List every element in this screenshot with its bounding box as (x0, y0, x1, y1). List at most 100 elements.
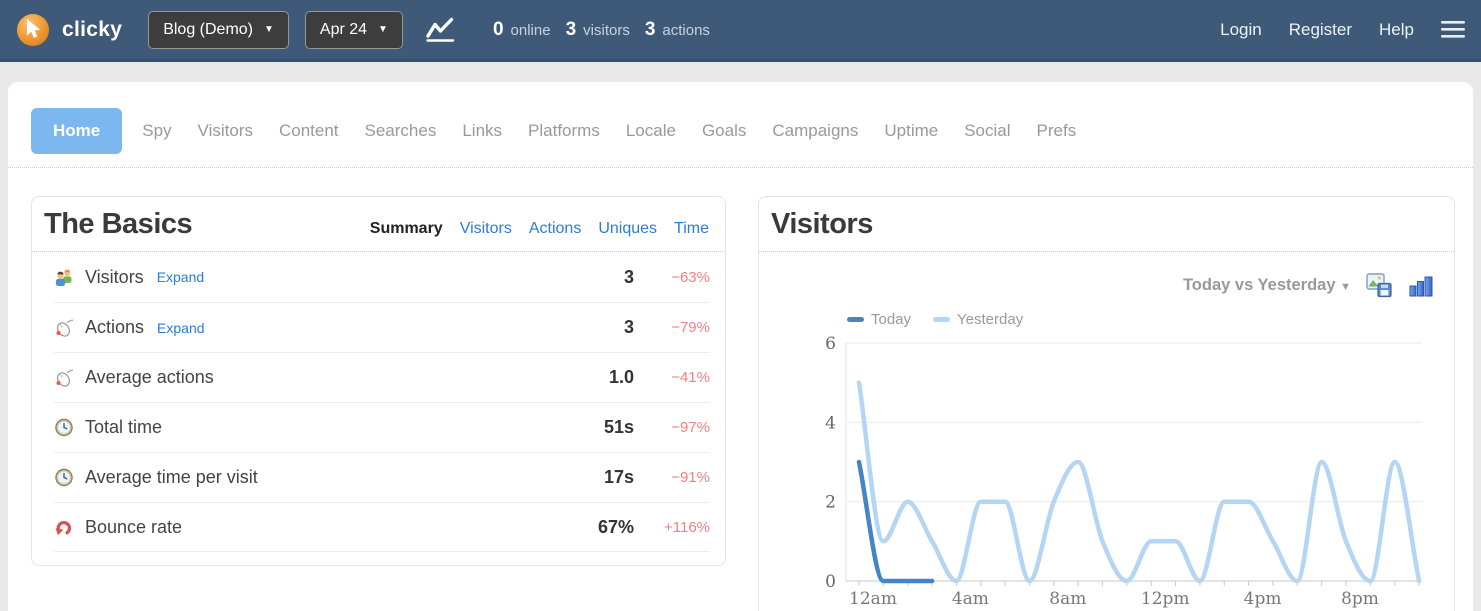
date-selector-value: Apr 24 (319, 20, 368, 38)
bounce-arrow-icon (54, 518, 85, 537)
tab-visitors[interactable]: Visitors (197, 121, 253, 140)
export-image-icon[interactable] (1366, 273, 1393, 298)
hamburger-menu-icon[interactable] (1441, 21, 1465, 38)
metric-change: +116% (663, 518, 710, 536)
view-actions[interactable]: Actions (528, 220, 582, 237)
metric-label: Average actions (85, 367, 214, 387)
metric-value: 1.0 (608, 367, 634, 387)
tab-goals[interactable]: Goals (701, 121, 747, 140)
visitors-count: 3 (565, 18, 577, 40)
tab-prefs[interactable]: Prefs (1036, 121, 1077, 140)
online-label: online (510, 21, 551, 39)
basics-title: The Basics (44, 208, 193, 240)
tab-platforms[interactable]: Platforms (528, 121, 600, 140)
metric-label: Bounce rate (85, 516, 183, 537)
metric-value: 17s (603, 467, 634, 487)
tab-locale[interactable]: Locale (625, 121, 676, 140)
metric-label: Visitors (85, 266, 144, 287)
online-count: 0 (492, 18, 504, 40)
view-visitors[interactable]: Visitors (459, 220, 512, 237)
login-link[interactable]: Login (1220, 19, 1262, 39)
legend-item-yesterday[interactable]: Yesterday (933, 311, 1023, 328)
visitors-panel: Visitors Today vs Yesterday ▼ (758, 196, 1455, 611)
metric-change: −97% (671, 419, 710, 436)
tab-campaigns[interactable]: Campaigns (772, 121, 859, 140)
metric-change: −41% (671, 369, 710, 386)
legend-label-yesterday: Yesterday (957, 311, 1024, 328)
table-row-average-time: Average time per visit 17s −91% (54, 452, 710, 502)
visitors-title: Visitors (771, 208, 873, 240)
metric-label: Actions (85, 317, 145, 337)
basics-view-switcher: Summary Visitors Actions Uniques Time (370, 220, 709, 238)
compare-selector[interactable]: Today vs Yesterday ▼ (1183, 276, 1351, 295)
mouse-icon (54, 318, 85, 337)
table-row-total-time: Total time 51s −97% (54, 402, 710, 452)
metric-change: −63% (671, 268, 710, 286)
svg-text:6: 6 (825, 334, 836, 354)
svg-text:8pm: 8pm (1341, 589, 1379, 609)
brand-name[interactable]: clicky (62, 17, 123, 41)
metric-label: Total time (85, 417, 163, 437)
table-row-average-actions: Average actions 1.0 −41% (54, 352, 710, 402)
view-time[interactable]: Time (674, 220, 709, 237)
compare-selector-value: Today vs Yesterday (1182, 276, 1336, 294)
svg-text:12pm: 12pm (1141, 589, 1190, 609)
metric-change: −79% (671, 319, 710, 336)
metric-value: 51s (603, 417, 634, 437)
tabs-divider (8, 167, 1473, 168)
tab-home[interactable]: Home (31, 108, 123, 154)
view-uniques[interactable]: Uniques (598, 220, 658, 237)
metric-value: 67% (597, 516, 634, 537)
dashboard-panels: The Basics Summary Visitors Actions Uniq… (8, 168, 1473, 611)
svg-text:4pm: 4pm (1244, 589, 1282, 609)
visitors-icon (54, 268, 85, 287)
legend-label-today: Today (871, 311, 912, 328)
tab-links[interactable]: Links (462, 121, 503, 140)
clicky-logo-icon[interactable] (16, 13, 50, 47)
mouse-icon (54, 368, 85, 387)
expand-link[interactable]: Expand (157, 319, 205, 336)
svg-text:8am: 8am (1049, 589, 1086, 609)
yesterday-swatch (933, 317, 951, 322)
legend-item-today[interactable]: Today (847, 311, 911, 328)
chart-line-icon[interactable] (425, 16, 455, 43)
tab-searches[interactable]: Searches (364, 121, 437, 140)
chart-area: 0 2 4 6 12am 4am 8am 12pm 4pm 8pm (759, 328, 1454, 609)
site-selector-dropdown[interactable]: Blog (Demo) ▼ (148, 10, 289, 49)
actions-label: actions (662, 21, 710, 39)
visitors-chart[interactable]: 0 2 4 6 12am 4am 8am 12pm 4pm 8pm (759, 331, 1455, 609)
svg-text:0: 0 (825, 572, 836, 592)
chart-legend: Today Yesterday (847, 311, 1454, 328)
chevron-down-icon: ▼ (1340, 281, 1351, 293)
date-selector-dropdown[interactable]: Apr 24 ▼ (304, 10, 403, 49)
metric-value: 3 (623, 317, 634, 337)
metric-label: Average time per visit (85, 467, 258, 487)
metric-value: 3 (623, 266, 634, 287)
table-row-actions: Actions Expand 3 −79% (54, 302, 710, 352)
svg-text:4am: 4am (952, 589, 989, 609)
site-selector-value: Blog (Demo) (163, 20, 253, 38)
help-link[interactable]: Help (1379, 19, 1414, 39)
svg-text:4: 4 (825, 413, 836, 433)
chevron-down-icon: ▼ (264, 24, 274, 35)
live-stats: 0 online 3 visitors 3 actions (493, 19, 725, 41)
main-card: Home Spy Visitors Content Searches Links… (8, 82, 1473, 611)
tab-uptime[interactable]: Uptime (884, 121, 939, 140)
svg-text:12am: 12am (849, 589, 897, 609)
tab-spy[interactable]: Spy (142, 121, 172, 140)
clock-icon (54, 468, 85, 487)
topbar-nav: Login Register Help (1220, 20, 1465, 40)
expand-link[interactable]: Expand (156, 269, 205, 285)
the-basics-panel: The Basics Summary Visitors Actions Uniq… (31, 196, 726, 566)
actions-count: 3 (644, 18, 656, 40)
clock-icon (54, 418, 85, 437)
topbar: clicky Blog (Demo) ▼ Apr 24 ▼ 0 online 3… (0, 0, 1481, 62)
table-row-bounce-rate: Bounce rate 67% +116% (54, 502, 710, 552)
tab-content[interactable]: Content (278, 121, 339, 140)
table-row-visitors: Visitors Expand 3 −63% (54, 252, 710, 302)
view-summary[interactable]: Summary (369, 220, 443, 237)
bar-chart-icon[interactable] (1408, 275, 1434, 297)
tab-social[interactable]: Social (964, 121, 1011, 140)
basics-header: The Basics Summary Visitors Actions Uniq… (32, 197, 725, 252)
register-link[interactable]: Register (1288, 19, 1353, 39)
